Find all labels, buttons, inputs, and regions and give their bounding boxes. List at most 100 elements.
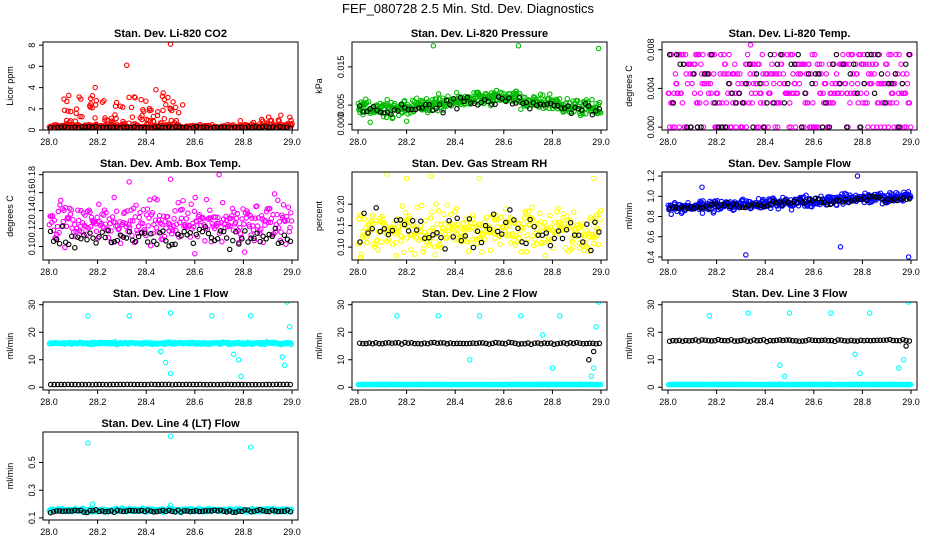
y-tick-label: 0.4 [646, 251, 656, 264]
data-point [71, 221, 78, 228]
data-point [160, 228, 166, 234]
data-point [356, 103, 363, 109]
x-tick-label: 28.6 [805, 397, 823, 407]
data-point [154, 508, 160, 515]
data-point [87, 230, 93, 236]
x-tick-label: 28.2 [89, 527, 107, 537]
data-point [453, 205, 459, 211]
data-point [102, 117, 108, 123]
data-point [160, 90, 166, 96]
y-tick-label: 10 [646, 355, 656, 365]
data-point [166, 507, 172, 514]
data-point [214, 235, 221, 242]
data-point [95, 235, 101, 241]
data-point [520, 221, 527, 227]
data-point [271, 191, 278, 197]
data-point [277, 381, 283, 388]
data-point [107, 124, 113, 130]
data-point [757, 100, 764, 106]
data-point [434, 230, 440, 236]
data-point [554, 208, 560, 215]
data-point [499, 95, 505, 102]
data-point [272, 229, 279, 235]
data-point [522, 341, 528, 347]
data-point [383, 114, 390, 121]
data-point [136, 214, 143, 221]
data-point [154, 112, 161, 119]
data-point [802, 338, 809, 344]
data-point [513, 100, 519, 106]
data-point [809, 337, 815, 343]
data-point [166, 243, 172, 249]
data-point [777, 362, 783, 369]
data-point [120, 104, 126, 110]
data-point [162, 359, 169, 366]
data-point [890, 90, 896, 97]
data-point [885, 124, 892, 130]
x-tick-label: 28.2 [89, 397, 107, 407]
data-point [86, 381, 92, 388]
data-point [879, 80, 885, 87]
data-point [496, 340, 502, 346]
data-point [547, 91, 553, 97]
data-point [541, 219, 548, 226]
data-point [882, 80, 888, 87]
data-point [73, 106, 80, 112]
data-point [450, 96, 457, 102]
data-point [405, 340, 411, 346]
data-point [882, 199, 888, 205]
data-point [55, 208, 62, 215]
data-point [855, 100, 861, 106]
data-point [592, 219, 598, 226]
data-point [888, 51, 894, 58]
data-point [399, 203, 405, 210]
data-point [75, 381, 82, 388]
data-point [406, 213, 413, 219]
data-point [771, 100, 777, 106]
x-tick-label: 28.8 [544, 267, 562, 277]
data-point [847, 100, 853, 106]
data-point [385, 231, 392, 238]
data-point [167, 176, 174, 182]
data-point [172, 123, 179, 130]
data-point [287, 508, 294, 515]
data-point [450, 234, 456, 240]
data-point [492, 101, 498, 108]
data-point [114, 507, 121, 514]
data-point [427, 238, 433, 244]
y-tick-label: 0.1 [27, 512, 37, 525]
data-point [454, 106, 460, 112]
data-point [586, 103, 592, 109]
data-point [394, 313, 400, 319]
data-point [86, 103, 93, 109]
y-tick-label: 0.005 [336, 94, 346, 117]
data-point [228, 213, 235, 219]
data-point [93, 240, 99, 246]
data-point [178, 215, 185, 222]
data-point [454, 231, 461, 238]
x-tick-label: 28.4 [446, 397, 464, 407]
data-point [854, 71, 860, 77]
data-point [523, 240, 529, 247]
data-points [355, 302, 604, 388]
data-point [72, 507, 78, 514]
data-point [893, 337, 900, 344]
x-tick-label: 28.4 [756, 397, 774, 407]
data-point [231, 381, 238, 388]
data-point [539, 232, 546, 238]
data-point [411, 340, 418, 347]
data-point [675, 205, 682, 212]
data-point [126, 179, 132, 185]
data-point [818, 71, 824, 77]
data-point [72, 244, 78, 251]
data-point [506, 95, 512, 101]
data-point [168, 230, 175, 237]
x-tick-label: 28.6 [186, 397, 204, 407]
data-point [176, 124, 182, 130]
data-point [760, 124, 767, 130]
plot-frame [351, 171, 608, 261]
data-point [485, 98, 491, 105]
data-point [858, 90, 864, 97]
data-point [458, 225, 465, 232]
data-point [828, 337, 835, 344]
